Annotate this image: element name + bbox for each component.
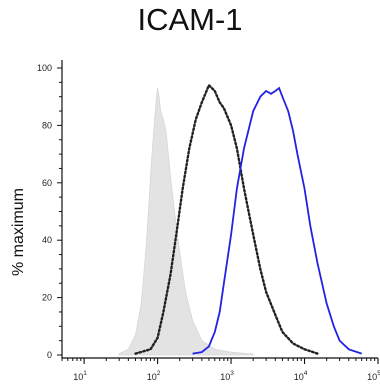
y-tick-label: 100 [37,63,52,73]
x-tick-label: 102 [147,370,161,382]
y-tick-label: 80 [42,120,52,130]
x-tick-label: 104 [294,370,308,382]
y-tick-label: 40 [42,235,52,245]
x-tick-label: 101 [73,370,87,382]
y-tick-label: 20 [42,293,52,303]
series-layer [118,83,362,356]
y-tick-label: 60 [42,178,52,188]
chart-title: ICAM-1 [137,2,243,37]
x-tick-label: 105 [367,370,380,382]
y-tick-label: 0 [47,350,52,360]
series-1-line [134,83,319,355]
series-2-line [192,86,362,355]
series-0-area [118,88,254,356]
x-tick-label: 103 [220,370,234,382]
axes-layer: 0 20 40 60 80 100 101 102 103 104 105 [37,60,380,382]
y-axis-label: % maximum [10,188,27,276]
